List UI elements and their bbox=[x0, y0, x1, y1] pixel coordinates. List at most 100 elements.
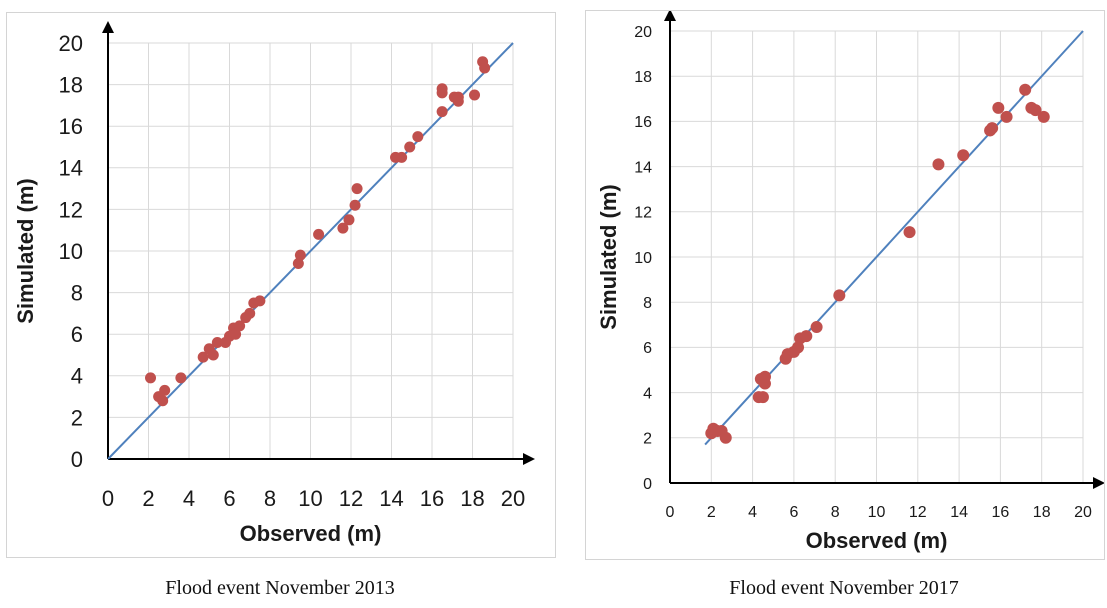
x-tick-label: 4 bbox=[748, 504, 757, 521]
data-point bbox=[292, 257, 304, 269]
x-tick-label: 18 bbox=[1033, 504, 1051, 521]
data-point bbox=[313, 228, 325, 240]
data-point bbox=[436, 83, 448, 95]
y-tick-label: 8 bbox=[71, 281, 83, 306]
y-tick-label: 4 bbox=[71, 364, 83, 389]
axes-2017 bbox=[664, 11, 1104, 489]
data-point bbox=[469, 89, 481, 101]
y-tick-label: 8 bbox=[643, 295, 652, 312]
y-tick-label: 4 bbox=[643, 385, 652, 402]
data-point bbox=[404, 141, 416, 153]
data-point bbox=[157, 395, 169, 407]
data-point bbox=[197, 351, 209, 363]
data-point bbox=[992, 101, 1005, 114]
x-tick-label: 16 bbox=[992, 504, 1010, 521]
x-tick-label: 8 bbox=[264, 486, 276, 511]
data-point bbox=[234, 320, 246, 332]
chart-svg-2013: 0 2 4 6 8 10 12 14 16 18 20 0 2 4 6 8 10 12 14 16 18 20 Observ… bbox=[13, 21, 535, 546]
y-tick-label: 14 bbox=[634, 159, 652, 176]
data-point bbox=[343, 214, 355, 226]
y-axis-arrow bbox=[102, 21, 114, 33]
x-tick-label: 18 bbox=[460, 486, 484, 511]
x-tick-label: 20 bbox=[1074, 504, 1092, 521]
caption-2013: Flood event November 2013 bbox=[165, 577, 395, 599]
y-tick-label: 0 bbox=[71, 447, 83, 472]
x-tick-label: 14 bbox=[950, 504, 968, 521]
x-tick-label: 14 bbox=[379, 486, 403, 511]
y-axis-arrow bbox=[664, 11, 676, 21]
data-point bbox=[1019, 83, 1032, 96]
x-tick-label: 20 bbox=[501, 486, 525, 511]
x-tick-label: 0 bbox=[666, 504, 675, 521]
y-tick-label: 18 bbox=[634, 69, 652, 86]
x-tick-label: 16 bbox=[420, 486, 444, 511]
data-point bbox=[159, 384, 171, 396]
y-tick-label: 12 bbox=[634, 205, 652, 222]
points-2013 bbox=[145, 56, 491, 407]
x-tick-label: 4 bbox=[183, 486, 195, 511]
data-point bbox=[207, 349, 219, 361]
y-tick-label: 16 bbox=[59, 114, 83, 139]
data-point bbox=[145, 372, 157, 384]
data-point bbox=[211, 337, 223, 349]
x-axis-arrow bbox=[523, 453, 535, 465]
y-axis-title: Simulated (m) bbox=[596, 184, 621, 329]
chart-svg-2017: 0 2 4 6 8 10 12 14 16 18 20 0 2 4 6 8 10 12 14 16 18 20 Observ… bbox=[596, 11, 1104, 553]
x-axis-title: Observed (m) bbox=[240, 521, 382, 546]
y-tick-label: 14 bbox=[59, 156, 83, 181]
y-tick-label: 6 bbox=[643, 340, 652, 357]
data-point bbox=[412, 131, 424, 143]
y-tick-label: 10 bbox=[59, 239, 83, 264]
data-point bbox=[254, 295, 266, 307]
data-point bbox=[758, 370, 771, 383]
data-point bbox=[175, 372, 187, 384]
y-tick-label: 18 bbox=[59, 73, 83, 98]
x-tick-label: 10 bbox=[868, 504, 886, 521]
points-2017 bbox=[705, 83, 1050, 444]
data-point bbox=[957, 149, 970, 162]
x-tick-label: 6 bbox=[789, 504, 798, 521]
y-tick-label: 10 bbox=[634, 250, 652, 267]
scatter-chart-2017: 0 2 4 6 8 10 12 14 16 18 20 0 2 4 6 8 10 12 14 16 18 20 Observ… bbox=[585, 10, 1105, 560]
data-point bbox=[294, 249, 306, 261]
data-point bbox=[800, 330, 813, 343]
data-point bbox=[932, 158, 945, 171]
scatter-chart-2013: 0 2 4 6 8 10 12 14 16 18 20 0 2 4 6 8 10 12 14 16 18 20 Observ… bbox=[6, 12, 556, 558]
x-tick-label: 10 bbox=[298, 486, 322, 511]
x-tick-label: 8 bbox=[831, 504, 840, 521]
data-point bbox=[452, 91, 464, 103]
axes-2013 bbox=[102, 21, 535, 465]
data-point bbox=[756, 391, 769, 404]
y-tick-label: 20 bbox=[634, 24, 652, 41]
data-point bbox=[792, 341, 805, 354]
y-tick-label: 0 bbox=[643, 476, 652, 493]
data-point bbox=[479, 62, 491, 74]
data-point bbox=[719, 431, 732, 444]
data-point bbox=[349, 199, 361, 211]
y-tick-label: 20 bbox=[59, 31, 83, 56]
x-tick-label: 12 bbox=[339, 486, 363, 511]
data-point bbox=[986, 122, 999, 135]
y-tick-label: 2 bbox=[71, 405, 83, 430]
data-point bbox=[1029, 104, 1042, 117]
x-tick-label: 0 bbox=[102, 486, 114, 511]
data-point bbox=[436, 106, 448, 118]
x-tick-label: 2 bbox=[707, 504, 716, 521]
data-point bbox=[903, 226, 916, 239]
caption-2017: Flood event November 2017 bbox=[729, 577, 959, 599]
x-axis-arrow bbox=[1093, 477, 1104, 489]
y-tick-label: 6 bbox=[71, 322, 83, 347]
y-axis-title: Simulated (m) bbox=[13, 178, 38, 323]
data-point bbox=[351, 183, 363, 195]
data-point bbox=[810, 321, 823, 334]
data-point bbox=[833, 289, 846, 302]
data-point bbox=[244, 307, 256, 319]
data-point bbox=[337, 222, 349, 234]
data-point bbox=[1037, 110, 1050, 123]
y-tick-label: 2 bbox=[643, 431, 652, 448]
data-point bbox=[396, 151, 408, 163]
x-tick-label: 6 bbox=[223, 486, 235, 511]
data-point bbox=[230, 328, 242, 340]
x-tick-label: 12 bbox=[909, 504, 927, 521]
data-point bbox=[1000, 110, 1013, 123]
